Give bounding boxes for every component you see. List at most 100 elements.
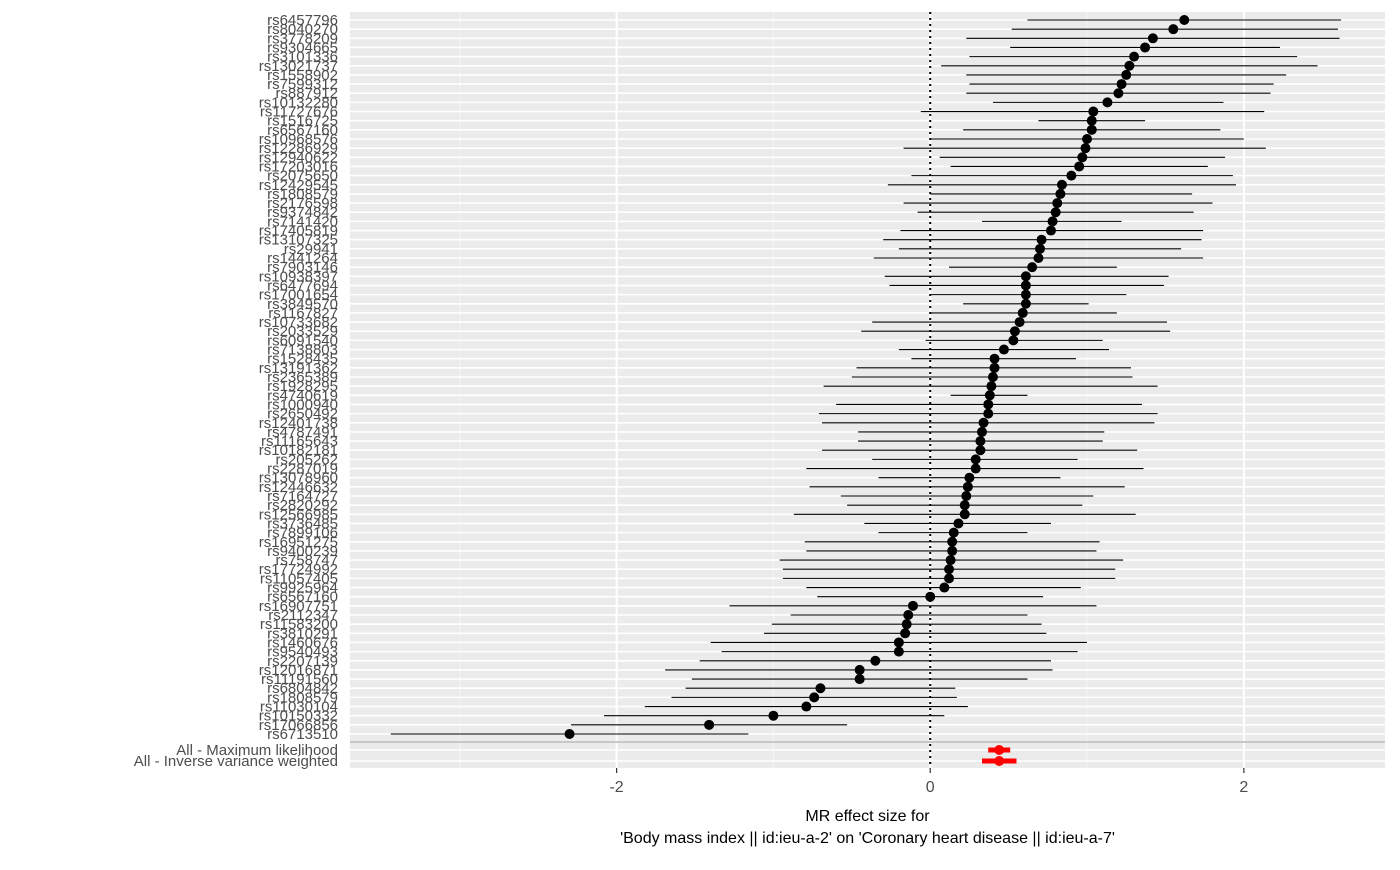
snp-point	[987, 372, 998, 382]
plot-panel	[350, 12, 1385, 768]
snp-label: rs11191560	[261, 671, 338, 688]
snp-point	[768, 710, 779, 721]
snp-label: rs2650492	[267, 406, 338, 423]
snp-point	[944, 573, 955, 584]
x-tick-label: -2	[609, 779, 623, 796]
snp-label: rs205262	[275, 451, 338, 468]
snp-point	[989, 353, 1000, 364]
snp-label: rs7164727	[267, 488, 338, 505]
snp-point	[939, 582, 950, 593]
snp-label: rs13021737	[259, 58, 338, 75]
snp-label: rs1558902	[267, 67, 338, 84]
snp-point	[704, 719, 715, 730]
snp-point	[947, 536, 958, 547]
snp-label: rs6477694	[267, 277, 338, 294]
snp-label: rs16951275	[259, 534, 338, 551]
snp-label: rs6567160	[267, 589, 338, 606]
snp-label: rs7141420	[267, 213, 338, 230]
snp-point	[1116, 79, 1127, 90]
snp-label: rs10182181	[259, 442, 338, 459]
snp-point	[1047, 216, 1058, 227]
snp-point	[1140, 42, 1151, 53]
snp-label: rs12286929	[259, 140, 338, 157]
snp-point	[901, 619, 912, 630]
snp-point	[1168, 24, 1179, 35]
snp-label: rs758747	[275, 552, 338, 569]
snp-point	[809, 692, 820, 703]
snp-label: rs1808579	[267, 689, 338, 706]
snp-label: rs1441264	[267, 250, 338, 267]
snp-point	[989, 362, 1000, 373]
snp-label: rs3810291	[267, 625, 338, 642]
summary-label: All - Maximum likelihood	[176, 742, 338, 759]
snp-label: rs9925964	[267, 580, 338, 597]
summary-point	[994, 745, 1005, 755]
snp-label: rs29941	[284, 241, 338, 258]
snp-label: rs11030104	[260, 699, 338, 716]
snp-label: rs7599312	[267, 76, 338, 93]
snp-label: rs9400239	[267, 543, 338, 560]
snp-label: rs12429545	[259, 177, 338, 194]
snp-label: rs2176598	[267, 195, 338, 212]
snp-point	[854, 664, 865, 675]
snp-label: rs9374842	[267, 204, 338, 221]
snp-point	[978, 417, 989, 428]
snp-label: rs17203016	[259, 158, 338, 175]
snp-label: rs13078960	[259, 470, 338, 487]
snp-label: rs3101336	[267, 49, 338, 66]
snp-label: rs13107325	[259, 232, 338, 249]
snp-label: rs2820292	[267, 497, 338, 514]
snp-point	[1045, 225, 1056, 236]
snp-point	[1020, 271, 1031, 282]
snp-label: rs1528435	[267, 351, 338, 368]
snp-point	[983, 399, 994, 410]
snp-point	[1014, 317, 1025, 328]
snp-point	[975, 436, 986, 447]
snp-point	[961, 491, 972, 501]
snp-point	[1086, 124, 1097, 135]
snp-point	[1017, 307, 1028, 318]
snp-label: rs4787491	[267, 424, 338, 441]
snp-label: rs8040270	[267, 21, 338, 38]
snp-point	[1124, 60, 1135, 71]
snp-point	[1102, 97, 1113, 108]
snp-point	[959, 509, 970, 520]
snp-label: rs13191362	[259, 360, 338, 377]
snp-label: rs2287019	[267, 461, 338, 478]
snp-label: rs1167827	[268, 305, 338, 322]
summary-point	[994, 756, 1005, 766]
snp-label: rs2033529	[267, 323, 338, 340]
snp-point	[907, 600, 918, 611]
snp-label: rs10938397	[259, 268, 338, 285]
snp-point	[1020, 289, 1031, 300]
snp-point	[970, 463, 981, 474]
snp-point	[893, 646, 904, 657]
snp-label: rs12940622	[259, 149, 338, 166]
summary-label: All - Inverse variance weighted	[134, 753, 338, 770]
snp-label: rs9304665	[267, 39, 338, 56]
snp-label: rs3736485	[267, 515, 338, 532]
snp-label: rs887912	[275, 85, 338, 102]
snp-label: rs10733682	[259, 314, 338, 331]
snp-point	[1179, 15, 1190, 25]
snp-point	[870, 655, 881, 666]
snp-label: rs2365389	[267, 369, 338, 386]
snp-point	[1147, 33, 1158, 44]
snp-label: rs2112347	[268, 607, 338, 624]
snp-label: rs12566985	[259, 506, 338, 523]
snp-point	[1080, 143, 1091, 154]
snp-point	[1033, 253, 1044, 263]
snp-point	[903, 610, 914, 620]
snp-point	[925, 591, 936, 602]
snp-label: rs11727676	[260, 104, 338, 121]
snp-point	[1082, 134, 1093, 144]
snp-point	[564, 729, 575, 739]
snp-label: rs17001654	[259, 287, 338, 304]
snp-point	[1129, 51, 1140, 62]
x-tick-label: 0	[926, 779, 935, 796]
snp-point	[1055, 188, 1066, 199]
snp-point	[1036, 234, 1047, 245]
snp-point	[1020, 298, 1031, 309]
snp-label: rs9540493	[267, 644, 338, 661]
x-axis-title-line-2: 'Body mass index || id:ieu-a-2' on 'Coro…	[620, 830, 1115, 847]
